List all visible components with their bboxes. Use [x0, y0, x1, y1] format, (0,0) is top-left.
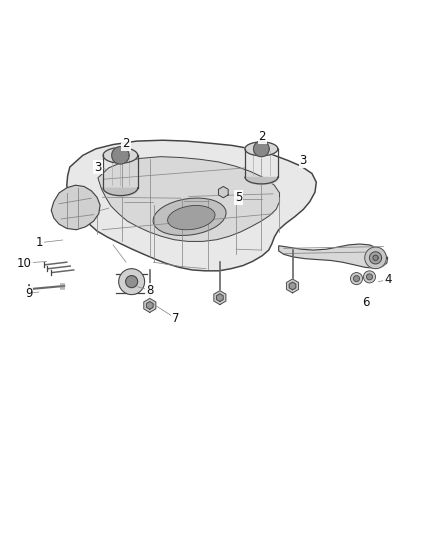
Text: 7: 7 — [172, 312, 180, 325]
Text: 10: 10 — [17, 256, 32, 270]
Text: 2: 2 — [122, 137, 130, 150]
Text: 6: 6 — [362, 296, 370, 309]
Text: 8: 8 — [146, 284, 153, 297]
Text: 4: 4 — [384, 273, 392, 286]
Polygon shape — [103, 148, 138, 163]
Circle shape — [350, 272, 363, 285]
Polygon shape — [51, 185, 100, 230]
Text: 3: 3 — [300, 154, 307, 167]
Polygon shape — [144, 298, 156, 312]
Polygon shape — [112, 147, 129, 164]
Polygon shape — [370, 252, 381, 264]
Text: 9: 9 — [25, 287, 32, 300]
Polygon shape — [219, 187, 228, 198]
Polygon shape — [279, 244, 388, 268]
Polygon shape — [67, 140, 316, 271]
Ellipse shape — [153, 198, 226, 236]
Polygon shape — [216, 294, 223, 302]
Polygon shape — [98, 157, 279, 241]
Polygon shape — [214, 290, 226, 304]
Circle shape — [126, 276, 138, 288]
Circle shape — [119, 269, 145, 295]
Circle shape — [353, 276, 360, 281]
Circle shape — [364, 271, 375, 283]
Polygon shape — [147, 302, 153, 309]
Text: 2: 2 — [258, 130, 266, 143]
Polygon shape — [365, 247, 386, 269]
Polygon shape — [245, 142, 278, 156]
Polygon shape — [286, 279, 299, 293]
Text: 1: 1 — [36, 236, 43, 249]
Ellipse shape — [168, 206, 215, 230]
Text: 3: 3 — [94, 160, 102, 174]
Circle shape — [367, 274, 372, 280]
Text: 5: 5 — [235, 191, 242, 204]
Polygon shape — [254, 141, 269, 157]
Polygon shape — [289, 282, 296, 290]
Polygon shape — [373, 255, 378, 261]
